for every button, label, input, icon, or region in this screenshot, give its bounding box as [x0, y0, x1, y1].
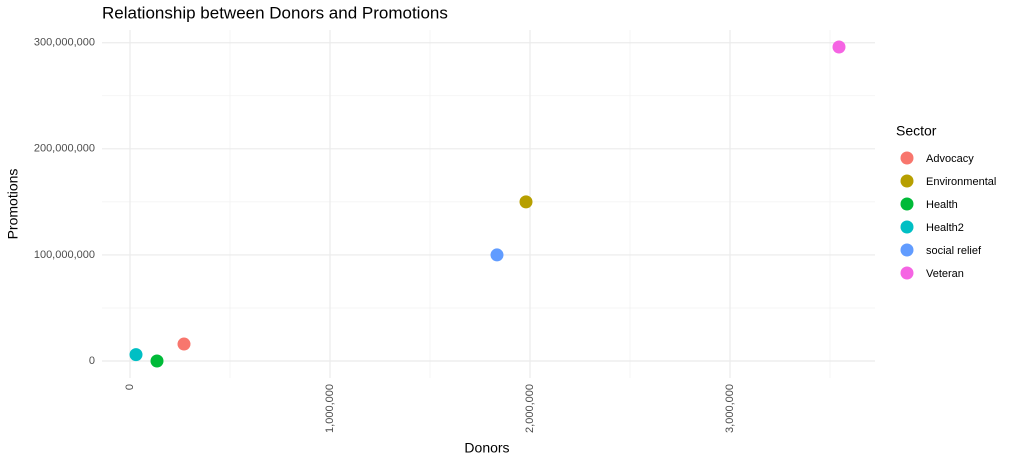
legend-swatch	[900, 220, 914, 234]
legend-label: social relief	[926, 245, 982, 257]
legend-swatch	[900, 151, 914, 165]
chart-title: Relationship between Donors and Promotio…	[102, 3, 448, 22]
point	[129, 348, 143, 362]
y-tick-label: 100,000,000	[34, 249, 95, 261]
legend-label: Advocacy	[926, 153, 974, 165]
y-tick-label: 0	[89, 355, 95, 367]
y-tick-label: 300,000,000	[34, 37, 95, 49]
legend-label: Health2	[926, 222, 964, 234]
point	[519, 195, 533, 209]
x-tick-label: 3,000,000	[724, 384, 736, 433]
legend-swatch	[900, 197, 914, 211]
grid	[102, 30, 875, 378]
legend-swatch	[900, 266, 914, 280]
y-axis-title: Promotions	[5, 169, 21, 240]
x-tick-label: 0	[124, 384, 136, 390]
legend-swatch	[900, 243, 914, 257]
x-tick-label: 1,000,000	[324, 384, 336, 433]
legend-label: Environmental	[926, 176, 996, 188]
marks	[129, 40, 846, 368]
x-tick-label: 2,000,000	[524, 384, 536, 433]
legend-label: Veteran	[926, 268, 964, 280]
x-axis-title: Donors	[464, 440, 509, 456]
point	[832, 40, 846, 54]
point	[490, 248, 504, 262]
point	[177, 337, 191, 351]
y-tick-label: 200,000,000	[34, 143, 95, 155]
point	[150, 354, 164, 368]
legend-swatch	[900, 174, 914, 188]
legend-title: Sector	[896, 123, 937, 139]
legend-label: Health	[926, 199, 958, 211]
